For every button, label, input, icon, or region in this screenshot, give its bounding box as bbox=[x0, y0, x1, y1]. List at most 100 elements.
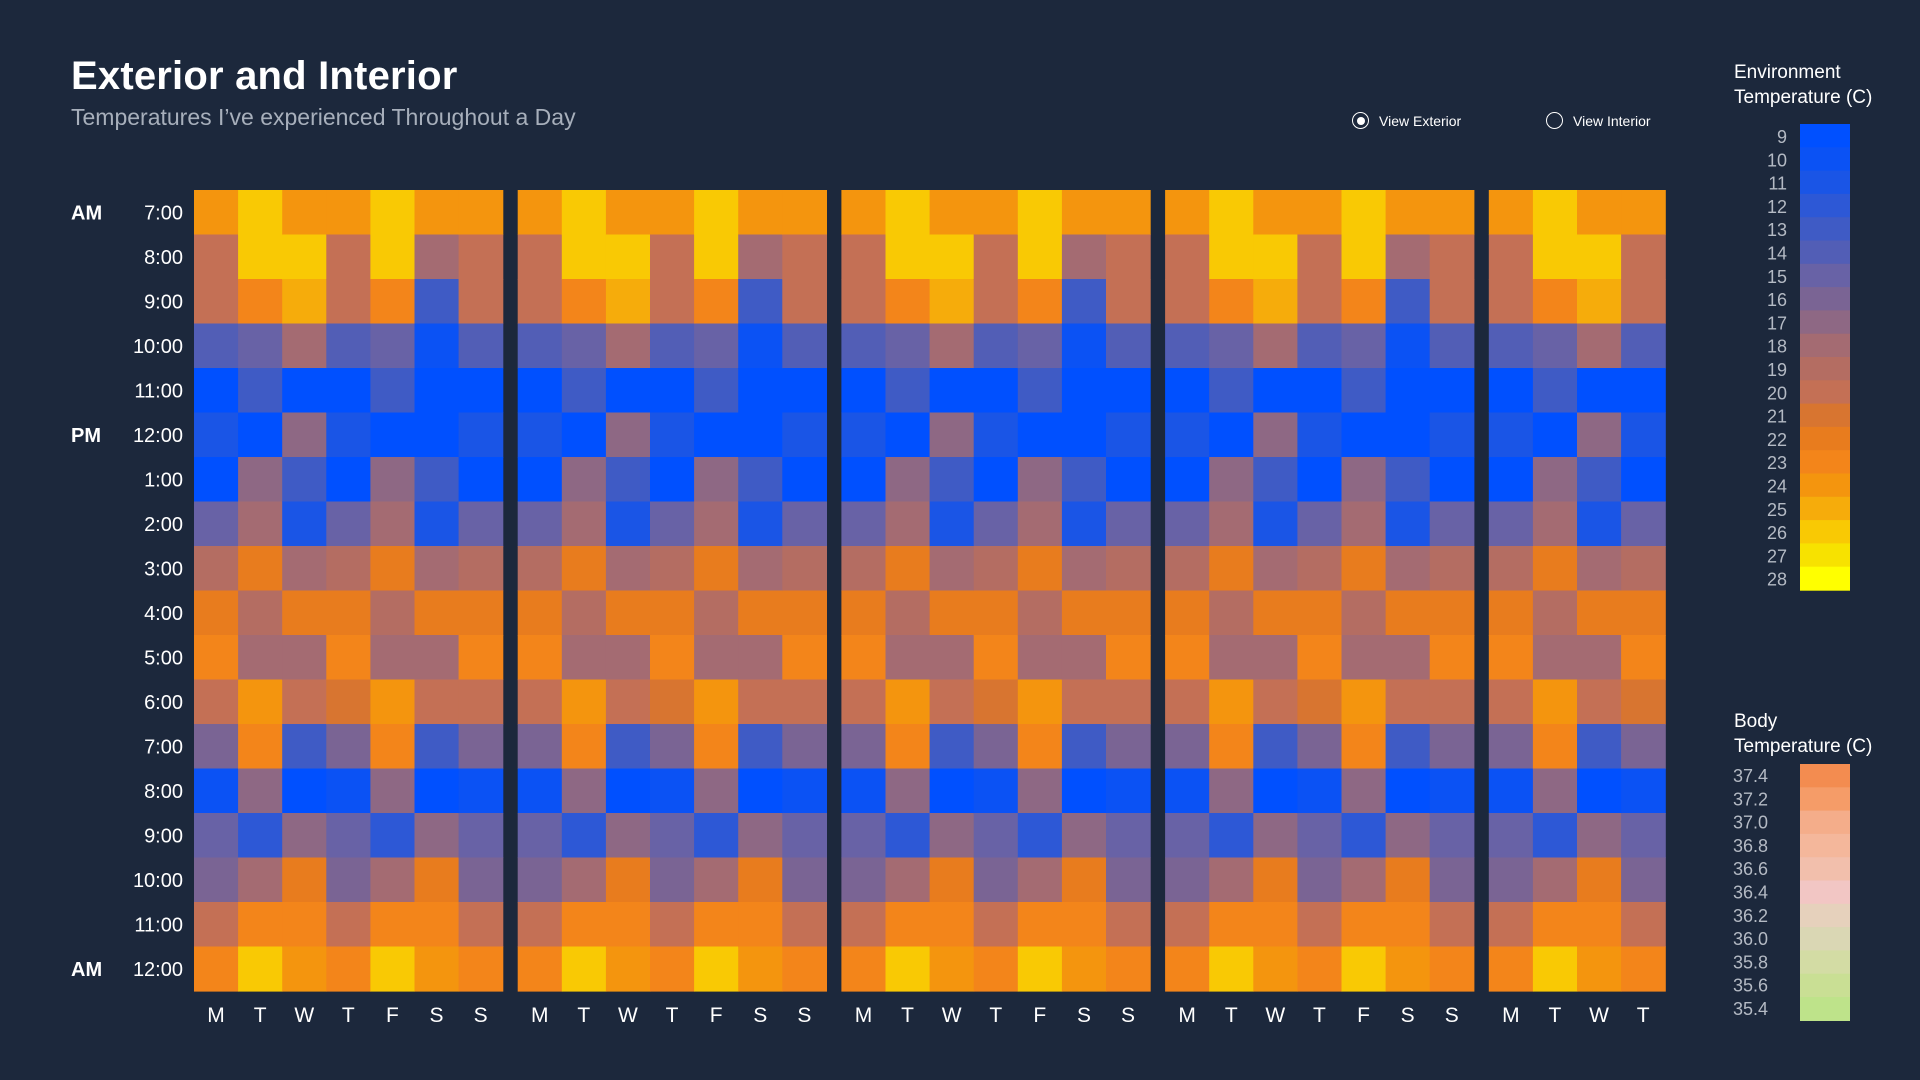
heatmap-cell bbox=[1061, 902, 1107, 948]
heatmap-cell bbox=[1577, 368, 1622, 414]
heatmap-cell bbox=[1061, 590, 1107, 636]
heatmap-cell bbox=[1253, 368, 1298, 414]
heatmap-cell bbox=[1209, 323, 1254, 369]
view-exterior-radio[interactable]: View Exterior bbox=[1352, 112, 1461, 129]
heatmap-cell bbox=[194, 635, 239, 681]
heatmap-cell bbox=[282, 768, 327, 814]
legend-swatch bbox=[1800, 147, 1850, 172]
heatmap-cell bbox=[282, 190, 327, 236]
day-label: T bbox=[1225, 1004, 1238, 1027]
heatmap-cell bbox=[1297, 946, 1343, 992]
heatmap-cell bbox=[326, 724, 371, 770]
heatmap-cell bbox=[326, 501, 371, 547]
radio-selected-icon bbox=[1352, 112, 1369, 129]
heatmap-cell bbox=[370, 368, 416, 414]
heatmap-cell bbox=[782, 501, 827, 547]
heatmap-cell bbox=[885, 590, 931, 636]
heatmap-cell bbox=[1061, 724, 1107, 770]
heatmap-cell bbox=[929, 590, 975, 636]
heatmap-cell bbox=[973, 457, 1019, 503]
heatmap-cell bbox=[1621, 501, 1666, 547]
heatmap-cell bbox=[1488, 857, 1534, 903]
legend-swatch bbox=[1800, 950, 1850, 975]
day-label: T bbox=[577, 1004, 590, 1027]
heatmap-cell bbox=[782, 412, 827, 458]
heatmap-cell bbox=[841, 902, 887, 948]
heatmap-cell bbox=[605, 946, 651, 992]
heatmap-cell bbox=[1385, 813, 1431, 859]
time-label: 5:00 bbox=[144, 647, 183, 669]
heatmap-cell bbox=[561, 813, 607, 859]
heatmap-cell bbox=[1532, 679, 1578, 725]
heatmap-cell bbox=[1621, 902, 1666, 948]
heatmap-cell bbox=[1577, 857, 1622, 903]
legend-swatch bbox=[1800, 543, 1850, 568]
legend-swatch bbox=[1800, 450, 1850, 475]
heatmap-cell bbox=[458, 679, 504, 725]
heatmap-cell bbox=[650, 368, 695, 414]
heatmap-cell bbox=[1621, 857, 1666, 903]
heatmap-cell bbox=[1621, 946, 1666, 992]
body-legend-title: Body Temperature (C) bbox=[1734, 711, 1873, 757]
heatmap-cell bbox=[782, 368, 827, 414]
heatmap-cell bbox=[517, 679, 563, 725]
heatmap-cell bbox=[326, 946, 371, 992]
legend-label: 12 bbox=[1767, 197, 1787, 217]
view-interior-radio[interactable]: View Interior bbox=[1546, 112, 1651, 129]
heatmap-cell bbox=[1297, 768, 1343, 814]
heatmap-cell bbox=[782, 323, 827, 369]
heatmap-cell bbox=[1488, 323, 1534, 369]
heatmap-cell bbox=[1385, 768, 1431, 814]
heatmap-cell bbox=[605, 368, 651, 414]
heatmap-cell bbox=[1621, 546, 1666, 592]
heatmap-cell bbox=[841, 457, 887, 503]
heatmap-cell bbox=[694, 546, 739, 592]
heatmap-cell bbox=[929, 946, 975, 992]
heatmap-cell bbox=[1577, 457, 1622, 503]
legend-label: 14 bbox=[1767, 244, 1787, 264]
heatmap-cell bbox=[1341, 279, 1387, 325]
heatmap-cell bbox=[414, 457, 460, 503]
legend-label: 10 bbox=[1767, 150, 1787, 170]
heatmap-cell bbox=[326, 368, 371, 414]
heatmap-cell bbox=[414, 679, 460, 725]
heatmap-cell bbox=[1106, 457, 1151, 503]
heatmap-cell bbox=[1429, 546, 1475, 592]
heatmap-cell bbox=[1621, 323, 1666, 369]
heatmap-cell bbox=[650, 457, 695, 503]
heatmap-cell bbox=[414, 323, 460, 369]
heatmap-cell bbox=[370, 635, 416, 681]
heatmap-cell bbox=[1165, 724, 1210, 770]
heatmap-cell bbox=[1253, 768, 1298, 814]
legend-swatch bbox=[1800, 880, 1850, 905]
legend-label: 36.4 bbox=[1733, 883, 1768, 903]
legend-swatch bbox=[1800, 310, 1850, 335]
day-label: S bbox=[1077, 1004, 1091, 1027]
time-label: 3:00 bbox=[144, 558, 183, 580]
heatmap-cell bbox=[885, 679, 931, 725]
heatmap-cell bbox=[1297, 857, 1343, 903]
legend-swatch bbox=[1800, 263, 1850, 288]
heatmap-cell bbox=[1341, 323, 1387, 369]
heatmap-cell bbox=[458, 857, 504, 903]
heatmap-cell bbox=[694, 679, 739, 725]
heatmap-cell bbox=[414, 902, 460, 948]
heatmap-cell bbox=[885, 768, 931, 814]
heatmap-cell bbox=[238, 323, 283, 369]
heatmap-cell bbox=[1532, 857, 1578, 903]
heatmap-cell bbox=[1165, 323, 1210, 369]
heatmap-cell bbox=[1621, 813, 1666, 859]
heatmap-cell bbox=[1209, 546, 1254, 592]
day-label: T bbox=[342, 1004, 355, 1027]
heatmap-cell bbox=[1341, 946, 1387, 992]
heatmap-cell bbox=[326, 546, 371, 592]
heatmap-cell bbox=[973, 546, 1019, 592]
heatmap-cell bbox=[1165, 590, 1210, 636]
temperature-heatmap: M T W T F S S M T W T F S S M T W T F S S M T W T F S S M T W T 7:00 8:00… bbox=[71, 190, 1666, 1027]
heatmap-cell bbox=[194, 234, 239, 280]
week-block-5 bbox=[1488, 190, 1666, 992]
heatmap-cell bbox=[885, 457, 931, 503]
heatmap-cell bbox=[1165, 190, 1210, 236]
heatmap-cell bbox=[1209, 946, 1254, 992]
heatmap-cell bbox=[1165, 368, 1210, 414]
